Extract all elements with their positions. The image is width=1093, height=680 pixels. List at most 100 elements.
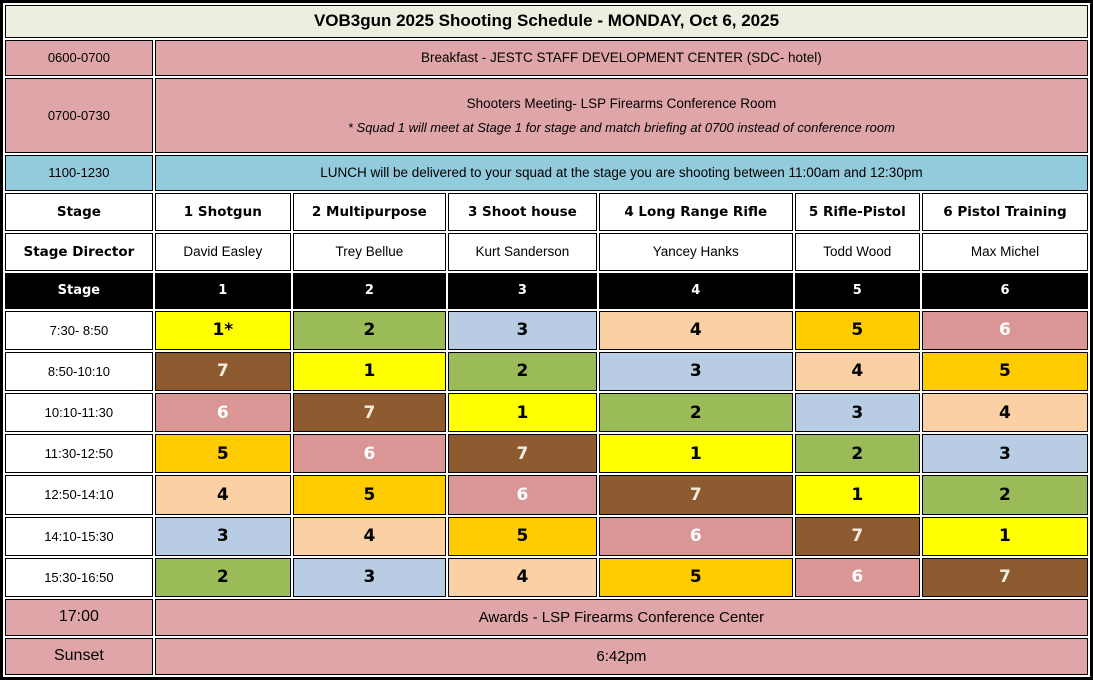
stage-number-4: 4 bbox=[691, 283, 701, 299]
stage-header-4: 4 Long Range Rifle bbox=[624, 203, 768, 220]
squad-cell: 2 bbox=[794, 434, 920, 474]
squad-cell: 5 bbox=[292, 475, 446, 515]
stage-number-cell: 4 bbox=[598, 272, 793, 309]
squad-cell: 7 bbox=[921, 557, 1088, 597]
slot-row-1010: 10:10-11:30 6 7 1 2 3 4 bbox=[5, 392, 1088, 433]
squad-cell: 5 bbox=[154, 434, 291, 474]
slot-time: 14:10-15:30 bbox=[44, 528, 114, 544]
meeting-time-cell: 0700-0730 bbox=[5, 77, 153, 153]
meeting-text: Shooters Meeting- LSP Firearms Conferenc… bbox=[466, 95, 777, 111]
sunset-time: 6:42pm bbox=[596, 647, 647, 665]
meeting-time: 0700-0730 bbox=[47, 107, 110, 123]
director-label-cell: Stage Director bbox=[5, 232, 153, 271]
lunch-time: 1100-1230 bbox=[48, 165, 110, 181]
director-3: Kurt Sanderson bbox=[475, 244, 570, 260]
stage-number-label: Stage bbox=[57, 283, 101, 299]
stage-director-row: Stage Director David Easley Trey Bellue … bbox=[5, 232, 1088, 271]
squad-cell: 1 bbox=[598, 434, 793, 474]
awards-row: 17:00 Awards - LSP Firearms Conference C… bbox=[5, 598, 1088, 636]
squad-cell: 7 bbox=[447, 434, 597, 474]
slot-row-1530: 15:30-16:50 2 3 4 5 6 7 bbox=[5, 557, 1088, 597]
lunch-row: 1100-1230 LUNCH will be delivered to you… bbox=[5, 154, 1088, 191]
stage-number-3: 3 bbox=[517, 283, 527, 299]
squad-cell: 4 bbox=[794, 351, 920, 391]
slot-row-0730: 7:30- 8:50 1* 2 3 4 5 6 bbox=[5, 310, 1088, 350]
breakfast-text-cell: Breakfast - JESTC STAFF DEVELOPMENT CENT… bbox=[154, 39, 1088, 76]
slot-time-cell: 14:10-15:30 bbox=[5, 516, 153, 556]
squad-cell: 5 bbox=[921, 351, 1088, 391]
squad-cell: 7 bbox=[154, 351, 291, 391]
squad-cell: 4 bbox=[292, 516, 446, 556]
slot-time: 12:50-14:10 bbox=[44, 487, 114, 503]
squad-cell: 3 bbox=[598, 351, 793, 391]
director-1: David Easley bbox=[183, 244, 263, 260]
stage-header-3: 3 Shoot house bbox=[467, 203, 577, 220]
director-cell: Trey Bellue bbox=[292, 232, 446, 271]
stage-header-1: 1 Shotgun bbox=[183, 203, 262, 220]
squad-cell: 5 bbox=[794, 310, 920, 350]
stage-number-1: 1 bbox=[218, 283, 228, 299]
stage-header-6: 6 Pistol Training bbox=[943, 203, 1067, 220]
squad-cell: 2 bbox=[598, 392, 793, 433]
squad-cell: 7 bbox=[598, 475, 793, 515]
director-5: Todd Wood bbox=[823, 244, 892, 260]
squad-cell: 1 bbox=[921, 516, 1088, 556]
squad-cell: 3 bbox=[292, 557, 446, 597]
stage-number-cell: 5 bbox=[794, 272, 920, 309]
stage-header-5: 5 Rifle-Pistol bbox=[808, 203, 906, 220]
stage-header-cell: 1 Shotgun bbox=[154, 192, 291, 231]
slot-row-1410: 14:10-15:30 3 4 5 6 7 1 bbox=[5, 516, 1088, 556]
breakfast-time: 0600-0700 bbox=[47, 50, 110, 66]
squad-cell: 3 bbox=[447, 310, 597, 350]
squad-cell: 4 bbox=[154, 475, 291, 515]
stage-number-2: 2 bbox=[364, 283, 374, 299]
slot-time-cell: 11:30-12:50 bbox=[5, 434, 153, 474]
squad-cell: 1 bbox=[794, 475, 920, 515]
slot-time: 15:30-16:50 bbox=[44, 569, 114, 585]
squad-cell: 4 bbox=[598, 310, 793, 350]
stage-number-row: Stage 1 2 3 4 5 6 bbox=[5, 272, 1088, 309]
slot-time: 10:10-11:30 bbox=[44, 405, 114, 421]
stage-header-label: Stage bbox=[56, 203, 101, 220]
breakfast-row: 0600-0700 Breakfast - JESTC STAFF DEVELO… bbox=[5, 39, 1088, 76]
squad-cell: 5 bbox=[598, 557, 793, 597]
squad-cell: 7 bbox=[292, 392, 446, 433]
squad-cell: 6 bbox=[447, 475, 597, 515]
stage-header-label-cell: Stage bbox=[5, 192, 153, 231]
stage-header-2: 2 Multipurpose bbox=[311, 203, 427, 220]
stage-number-label-cell: Stage bbox=[5, 272, 153, 309]
schedule-table: VOB3gun 2025 Shooting Schedule - MONDAY,… bbox=[3, 3, 1090, 677]
slot-time: 7:30- 8:50 bbox=[49, 322, 109, 338]
director-4: Yancey Hanks bbox=[652, 244, 739, 260]
slot-time: 8:50-10:10 bbox=[47, 363, 110, 379]
squad-cell: 2 bbox=[292, 310, 446, 350]
stage-name-header-row: Stage 1 Shotgun 2 Multipurpose 3 Shoot h… bbox=[5, 192, 1088, 231]
stage-number-cell: 1 bbox=[154, 272, 291, 309]
squad-cell: 4 bbox=[921, 392, 1088, 433]
stage-header-cell: 4 Long Range Rifle bbox=[598, 192, 793, 231]
squad-cell: 3 bbox=[794, 392, 920, 433]
director-cell: Todd Wood bbox=[794, 232, 920, 271]
squad-cell: 2 bbox=[921, 475, 1088, 515]
sunset-label: Sunset bbox=[53, 647, 104, 665]
lunch-text: LUNCH will be delivered to your squad at… bbox=[320, 165, 923, 181]
sunset-time-cell: 6:42pm bbox=[154, 637, 1088, 675]
stage-header-cell: 3 Shoot house bbox=[447, 192, 597, 231]
squad-cell: 6 bbox=[921, 310, 1088, 350]
squad-cell: 6 bbox=[598, 516, 793, 556]
squad-cell: 2 bbox=[447, 351, 597, 391]
slot-time-cell: 12:50-14:10 bbox=[5, 475, 153, 515]
meeting-text-cell: Shooters Meeting- LSP Firearms Conferenc… bbox=[154, 77, 1088, 153]
stage-number-cell: 6 bbox=[921, 272, 1088, 309]
slot-row-1130: 11:30-12:50 5 6 7 1 2 3 bbox=[5, 434, 1088, 474]
director-2: Trey Bellue bbox=[335, 244, 404, 260]
director-cell: Max Michel bbox=[921, 232, 1088, 271]
stage-number-cell: 2 bbox=[292, 272, 446, 309]
sunset-label-cell: Sunset bbox=[5, 637, 153, 675]
meeting-note: * Squad 1 will meet at Stage 1 for stage… bbox=[347, 119, 895, 135]
slot-row-0850: 8:50-10:10 7 1 2 3 4 5 bbox=[5, 351, 1088, 391]
slot-time-cell: 8:50-10:10 bbox=[5, 351, 153, 391]
breakfast-text: Breakfast - JESTC STAFF DEVELOPMENT CENT… bbox=[420, 50, 822, 66]
stage-number-6: 6 bbox=[1000, 283, 1010, 299]
